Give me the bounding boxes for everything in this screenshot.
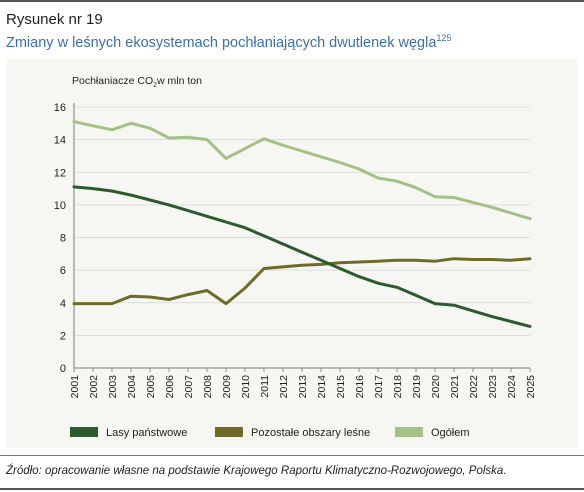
y-tick-label: 0 (60, 363, 66, 375)
x-tick-label: 2005 (145, 375, 157, 399)
chart-panel (6, 58, 578, 448)
y-tick-label: 8 (60, 233, 66, 245)
bottom-rule (0, 488, 584, 490)
series-line-1 (72, 185, 532, 328)
x-tick-label: 2018 (392, 375, 404, 399)
line-chart: Pochłaniacze CO2w mln ton024681012141620… (54, 75, 537, 439)
y-tick-label: 10 (54, 200, 66, 212)
legend-label: Lasy państwowe (106, 427, 187, 439)
y-tick-label: 12 (54, 167, 66, 179)
x-tick-label: 2020 (430, 375, 442, 399)
figure-title: Zmiany w leśnych ekosystemach pochłaniaj… (6, 33, 451, 51)
x-tick-label: 2025 (525, 375, 537, 399)
y-axis-label-subscript: 2 (153, 82, 157, 89)
source-note: Źródło: opracowanie własne na podstawie … (6, 465, 507, 477)
x-tick-label: 2010 (240, 375, 252, 399)
x-tick-label: 2013 (297, 375, 309, 399)
x-tick-label: 2009 (221, 375, 233, 399)
y-axis-label: Pochłaniacze CO2w mln ton (72, 75, 202, 89)
y-tick-label: 16 (54, 102, 66, 114)
x-tick-label: 2015 (335, 375, 347, 399)
x-tick-label: 2012 (278, 375, 290, 399)
x-tick-label: 2016 (354, 375, 366, 399)
figure-title-footnote: 125 (436, 33, 452, 43)
legend-swatch (395, 427, 423, 437)
x-tick-label: 2024 (506, 375, 518, 399)
x-tick-label: 2017 (373, 375, 385, 399)
series-line-2 (72, 257, 532, 306)
x-tick-label: 2001 (69, 375, 81, 399)
legend-swatch (70, 427, 98, 437)
x-tick-label: 2007 (183, 375, 195, 399)
legend-label: Ogółem (431, 427, 470, 439)
x-tick-label: 2006 (164, 375, 176, 399)
x-tick-label: 2011 (259, 375, 271, 398)
legend-swatch (215, 427, 243, 437)
x-tick-label: 2023 (487, 375, 499, 399)
x-tick-label: 2021 (449, 375, 461, 399)
x-tick-label: 2014 (316, 375, 328, 399)
x-tick-label: 2022 (468, 375, 480, 399)
x-tick-label: 2008 (202, 375, 214, 399)
y-axis-label-suffix: w mln ton (156, 75, 202, 87)
x-tick-label: 2003 (107, 375, 119, 399)
series-line-3 (72, 120, 532, 221)
y-tick-label: 2 (60, 330, 66, 342)
figure-number: Rysunek nr 19 (6, 11, 103, 28)
y-tick-label: 6 (60, 265, 66, 277)
x-tick-label: 2019 (411, 375, 423, 399)
top-rule (0, 0, 584, 2)
figure-title-text: Zmiany w leśnych ekosystemach pochłaniaj… (6, 34, 437, 51)
x-tick-label: 2002 (88, 375, 100, 399)
y-tick-label: 14 (54, 135, 66, 147)
x-tick-label: 2004 (126, 375, 138, 399)
y-tick-label: 4 (60, 298, 66, 310)
footer-rule (0, 455, 584, 456)
y-axis-label-prefix: Pochłaniacze CO (72, 75, 153, 87)
legend-label: Pozostałe obszary leśne (251, 427, 370, 439)
